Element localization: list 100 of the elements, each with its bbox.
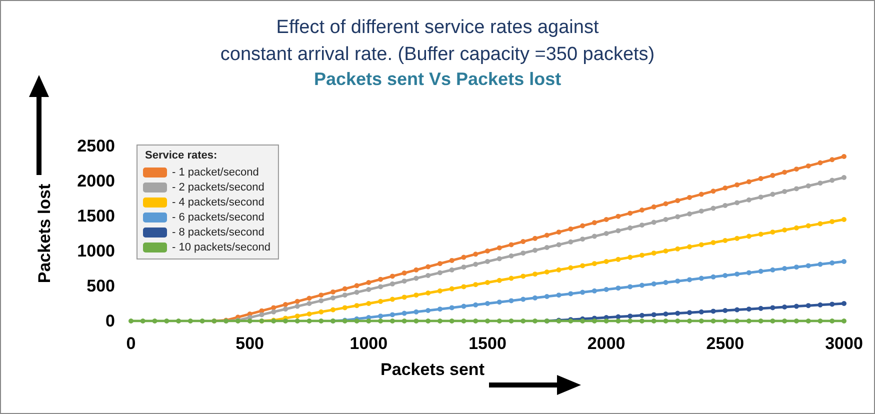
point bbox=[698, 276, 704, 281]
point bbox=[746, 179, 752, 184]
point bbox=[818, 262, 823, 267]
point bbox=[663, 201, 668, 206]
y-axis-title: Packets lost bbox=[35, 184, 54, 284]
point bbox=[342, 286, 348, 292]
point bbox=[604, 259, 609, 264]
point bbox=[520, 239, 526, 244]
point bbox=[782, 228, 788, 232]
point bbox=[271, 309, 276, 314]
point bbox=[746, 306, 752, 312]
point bbox=[616, 256, 621, 262]
point bbox=[710, 274, 716, 280]
point bbox=[639, 282, 644, 288]
point bbox=[806, 183, 811, 188]
y-tick-label: 1000 bbox=[77, 242, 115, 260]
point bbox=[675, 310, 680, 316]
point bbox=[532, 248, 538, 253]
point bbox=[842, 175, 846, 180]
point bbox=[830, 302, 835, 307]
point bbox=[628, 284, 633, 290]
point bbox=[496, 278, 502, 283]
point bbox=[687, 244, 692, 250]
point bbox=[366, 301, 372, 306]
point bbox=[770, 230, 776, 235]
point bbox=[794, 166, 799, 172]
point bbox=[710, 206, 716, 211]
point bbox=[306, 301, 312, 306]
legend-label: - 8 packets/second bbox=[172, 226, 264, 238]
point bbox=[568, 265, 574, 270]
point bbox=[330, 307, 336, 312]
point bbox=[604, 231, 609, 236]
point bbox=[426, 264, 431, 270]
point bbox=[698, 192, 704, 197]
point bbox=[639, 222, 644, 228]
x-tick-label: 500 bbox=[236, 334, 264, 353]
point bbox=[354, 303, 360, 308]
point bbox=[687, 194, 692, 200]
x-tick-label: 1000 bbox=[350, 334, 388, 353]
point bbox=[592, 288, 597, 294]
point bbox=[592, 220, 597, 226]
legend-label: - 6 packets/second bbox=[172, 212, 264, 224]
point bbox=[532, 236, 538, 241]
point bbox=[461, 264, 466, 270]
x-tick-label: 2000 bbox=[587, 334, 626, 353]
point bbox=[770, 305, 776, 310]
point bbox=[461, 254, 466, 260]
point bbox=[556, 230, 562, 235]
legend-label: - 1 packet/second bbox=[172, 166, 259, 178]
point bbox=[568, 291, 574, 296]
point bbox=[449, 286, 454, 292]
point bbox=[473, 262, 478, 267]
point bbox=[722, 203, 728, 208]
point bbox=[746, 234, 752, 239]
point bbox=[758, 194, 764, 200]
point bbox=[710, 188, 716, 194]
point bbox=[366, 280, 372, 285]
point bbox=[651, 281, 656, 286]
point bbox=[794, 264, 799, 270]
point bbox=[592, 261, 597, 266]
chart-subtitle: Packets sent Vs Packets lost bbox=[314, 69, 562, 89]
point bbox=[675, 278, 680, 284]
point bbox=[520, 296, 526, 302]
point bbox=[675, 214, 680, 220]
point bbox=[746, 270, 752, 276]
point bbox=[710, 308, 716, 314]
point bbox=[794, 186, 799, 192]
point bbox=[426, 273, 431, 278]
point bbox=[770, 267, 776, 272]
point bbox=[306, 312, 312, 316]
point bbox=[318, 298, 324, 304]
x-tick-label: 0 bbox=[126, 334, 136, 353]
point bbox=[698, 242, 704, 248]
point bbox=[437, 288, 442, 294]
point bbox=[496, 300, 502, 305]
x-tick-label: 3000 bbox=[825, 334, 863, 353]
point bbox=[437, 261, 442, 266]
y-tick-label: 2000 bbox=[77, 172, 115, 190]
y-tick-label: 0 bbox=[106, 312, 115, 330]
point bbox=[485, 248, 490, 254]
point bbox=[770, 172, 776, 178]
point bbox=[806, 303, 811, 308]
point bbox=[592, 234, 597, 239]
legend-label: - 10 packets/second bbox=[172, 242, 270, 254]
legend-label: - 2 packets/second bbox=[172, 182, 264, 194]
point bbox=[496, 256, 502, 262]
point bbox=[532, 272, 538, 277]
point bbox=[402, 278, 407, 284]
point bbox=[282, 302, 288, 308]
point bbox=[616, 214, 621, 219]
point bbox=[746, 197, 752, 202]
point bbox=[651, 312, 656, 318]
point bbox=[639, 252, 644, 258]
point bbox=[639, 208, 644, 213]
x-tick-label: 2500 bbox=[706, 334, 744, 353]
point bbox=[687, 211, 692, 216]
point bbox=[663, 312, 668, 316]
point bbox=[663, 248, 668, 254]
point bbox=[794, 304, 799, 309]
point bbox=[758, 176, 764, 182]
